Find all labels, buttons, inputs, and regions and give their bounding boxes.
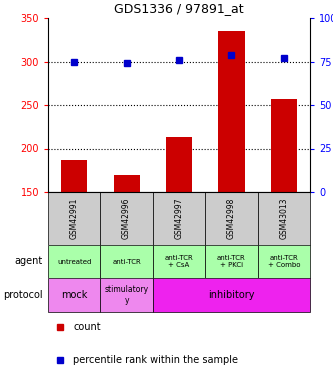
- Bar: [48, 278, 101, 312]
- Text: percentile rank within the sample: percentile rank within the sample: [73, 355, 238, 365]
- Bar: [153, 192, 205, 245]
- Text: GSM42991: GSM42991: [70, 198, 79, 239]
- Text: GSM42997: GSM42997: [174, 198, 183, 239]
- Bar: [61, 160, 87, 192]
- Text: count: count: [73, 322, 101, 332]
- Bar: [48, 192, 101, 245]
- Bar: [101, 245, 153, 278]
- Text: anti-TCR
+ Combo: anti-TCR + Combo: [267, 255, 300, 268]
- Bar: [48, 245, 101, 278]
- Bar: [205, 192, 258, 245]
- Bar: [205, 245, 258, 278]
- Bar: [258, 192, 310, 245]
- Bar: [271, 99, 297, 192]
- Text: GSM42996: GSM42996: [122, 198, 131, 239]
- Text: anti-TCR
+ CsA: anti-TCR + CsA: [165, 255, 193, 268]
- Bar: [258, 245, 310, 278]
- Text: anti-TCR: anti-TCR: [112, 258, 141, 264]
- Bar: [153, 245, 205, 278]
- Text: GSM42998: GSM42998: [227, 198, 236, 239]
- Text: protocol: protocol: [3, 290, 43, 300]
- Bar: [114, 175, 140, 192]
- Bar: [153, 278, 310, 312]
- Text: inhibitory: inhibitory: [208, 290, 255, 300]
- Text: GSM43013: GSM43013: [279, 198, 288, 239]
- Bar: [166, 137, 192, 192]
- Bar: [101, 192, 153, 245]
- Text: agent: agent: [15, 256, 43, 267]
- Text: mock: mock: [61, 290, 87, 300]
- Bar: [101, 278, 153, 312]
- Text: untreated: untreated: [57, 258, 91, 264]
- Text: anti-TCR
+ PKCi: anti-TCR + PKCi: [217, 255, 246, 268]
- Text: stimulatory
y: stimulatory y: [105, 285, 149, 305]
- Bar: [218, 31, 244, 192]
- Title: GDS1336 / 97891_at: GDS1336 / 97891_at: [114, 3, 244, 15]
